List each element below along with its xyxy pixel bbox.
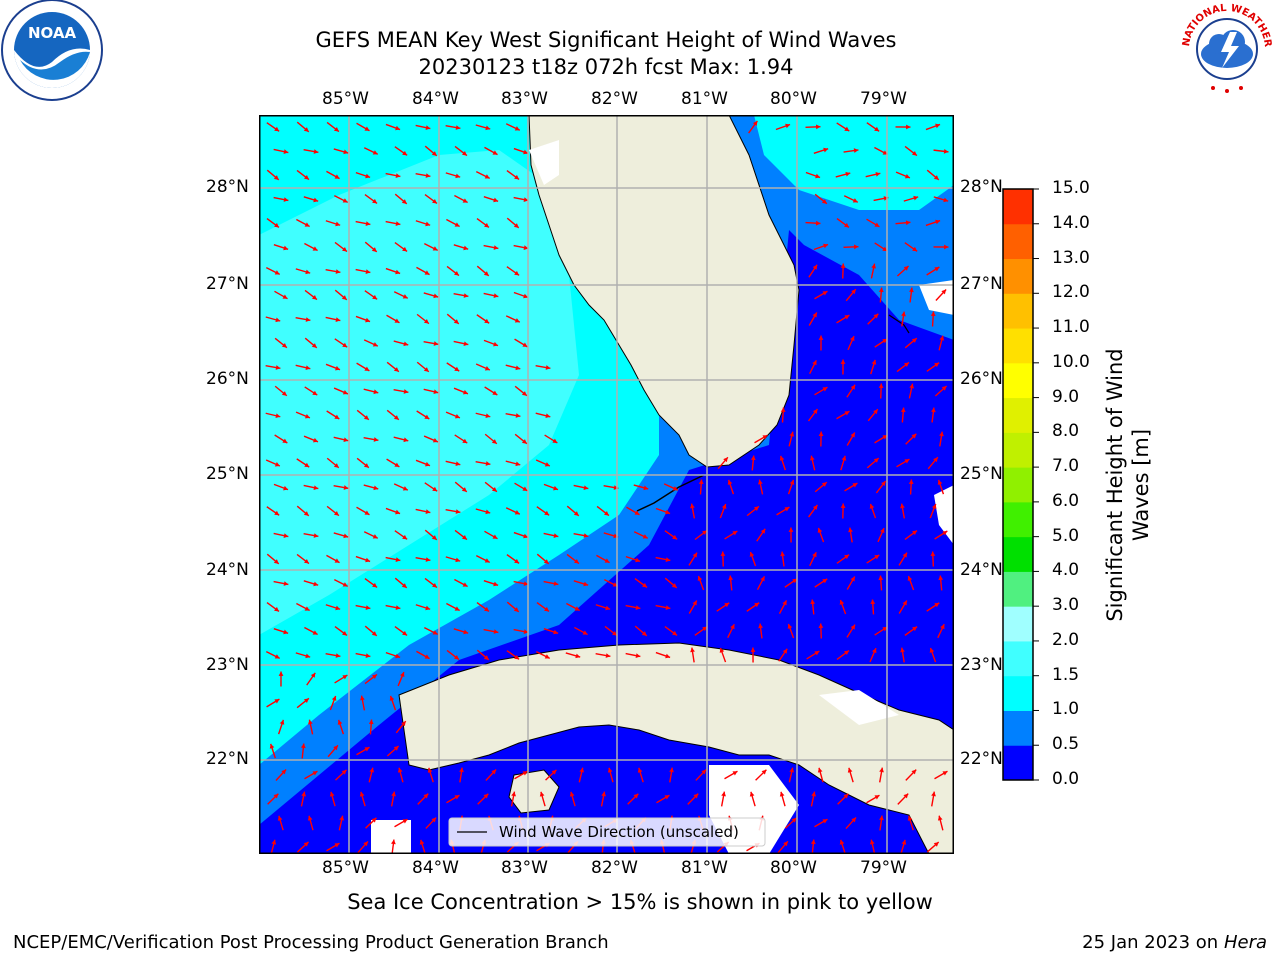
- lat-label: 23°N: [206, 655, 249, 675]
- colorbar-segment: [1003, 501, 1033, 538]
- colorbar-label: Significant Height of Wind Waves [m]: [1103, 348, 1153, 622]
- colorbar-segment: [1003, 258, 1033, 294]
- lon-label: 83°W: [501, 89, 548, 109]
- colorbar-segment: [1003, 397, 1033, 433]
- lat-label: 22°N: [960, 749, 1003, 769]
- map-panel: Wind Wave Direction (unscaled): [259, 115, 954, 854]
- footer-timestamp: 25 Jan 2023 on Hera: [1082, 932, 1267, 953]
- florida-keys: [636, 474, 705, 512]
- lat-label: 25°N: [960, 464, 1003, 484]
- colorbar-segment: [1003, 467, 1033, 503]
- noaa-logo-icon: NOAA: [1, 0, 103, 101]
- colorbar-segment: [1003, 710, 1033, 746]
- colorbar-segment: [1003, 328, 1033, 364]
- lon-label: 80°W: [770, 89, 817, 109]
- nodata-patch: [819, 690, 899, 725]
- colorbar-segment: [1003, 189, 1033, 225]
- colorbar-tick-label: 14.0: [1052, 212, 1090, 233]
- lat-label: 28°N: [960, 177, 1003, 197]
- lat-label: 24°N: [206, 560, 249, 580]
- colorbar-tick-label: 8.0: [1052, 421, 1080, 442]
- lon-label: 80°W: [770, 858, 817, 878]
- wave-band-ne-1.0-1.5: [754, 115, 954, 210]
- colorbar-segment: [1003, 223, 1033, 260]
- noaa-logo-text: NOAA: [28, 24, 77, 42]
- nodata-patch: [934, 485, 954, 545]
- colorbar-segment: [1003, 571, 1033, 607]
- lat-label: 27°N: [960, 274, 1003, 294]
- lon-label: 84°W: [412, 89, 459, 109]
- colorbar-segment: [1003, 640, 1033, 677]
- colorbar-segment: [1003, 362, 1033, 399]
- nodata-patch: [371, 820, 411, 854]
- lat-label: 22°N: [206, 749, 249, 769]
- land-cuba: [398, 642, 954, 854]
- colorbar-tick-label: 13.0: [1052, 247, 1090, 268]
- nodata-patch: [529, 140, 559, 185]
- colorbar-tick-label: 0.0: [1052, 769, 1080, 789]
- lat-label: 24°N: [960, 560, 1003, 580]
- colorbar-segment: [1003, 675, 1033, 711]
- colorbar: [1002, 188, 1039, 781]
- lon-label: 81°W: [681, 89, 728, 109]
- colorbar-segment: [1003, 536, 1033, 572]
- colorbar-tick-label: 2.0: [1052, 629, 1080, 650]
- colorbar-tick-label: 1.5: [1052, 664, 1080, 685]
- nws-logo-icon: NATIONAL WEATHER SERVICE: [1171, 0, 1273, 95]
- plot-title-line2: 20230123 t18z 072h fcst Max: 1.94: [418, 55, 794, 79]
- land-florida: [528, 115, 800, 468]
- lon-label: 82°W: [591, 89, 638, 109]
- colorbar-tick-label: 11.0: [1052, 317, 1090, 338]
- colorbar-tick-label: 15.0: [1052, 178, 1090, 198]
- colorbar-segment: [1003, 606, 1033, 642]
- lon-label: 85°W: [322, 858, 369, 878]
- graticule: [259, 115, 954, 854]
- lon-label: 84°W: [412, 858, 459, 878]
- nws-logo: NATIONAL WEATHER SERVICE: [1171, 0, 1280, 100]
- footer-date: 25 Jan 2023 on: [1082, 932, 1224, 953]
- lon-label: 79°W: [860, 89, 907, 109]
- colorbar-tick-label: 6.0: [1052, 490, 1080, 511]
- lat-label: 23°N: [960, 655, 1003, 675]
- bahamas-coast: [888, 314, 910, 334]
- lon-label: 79°W: [860, 858, 907, 878]
- lat-label: 26°N: [206, 369, 249, 389]
- map-frame: [259, 115, 954, 854]
- lon-label: 81°W: [681, 858, 728, 878]
- footer-branch: NCEP/EMC/Verification Post Processing Pr…: [13, 932, 609, 953]
- colorbar-segment: [1003, 432, 1033, 468]
- lon-label: 85°W: [322, 89, 369, 109]
- lat-label: 26°N: [960, 369, 1003, 389]
- colorbar-segment: [1003, 745, 1033, 781]
- nodata-patch: [919, 280, 954, 315]
- colorbar-tick-label: 1.0: [1052, 699, 1080, 720]
- map-legend: Wind Wave Direction (unscaled): [448, 817, 766, 847]
- lon-label: 82°W: [591, 858, 638, 878]
- land-isle-of-youth: [508, 769, 560, 814]
- footer-host: Hera: [1223, 932, 1267, 953]
- sea-ice-note: Sea Ice Concentration > 15% is shown in …: [347, 890, 933, 914]
- lat-label: 28°N: [206, 177, 249, 197]
- colorbar-tick-label: 5.0: [1052, 525, 1080, 546]
- colorbar-tick-label: 12.0: [1052, 282, 1090, 303]
- colorbar-tick-label: 9.0: [1052, 386, 1080, 407]
- colorbar-tick-label: 0.5: [1052, 734, 1080, 755]
- lat-label: 25°N: [206, 464, 249, 484]
- noaa-logo: NOAA: [0, 0, 110, 110]
- lon-label: 83°W: [501, 858, 548, 878]
- colorbar-tick-label: 3.0: [1052, 595, 1080, 616]
- colorbar-tick-label: 10.0: [1052, 351, 1090, 372]
- lat-label: 27°N: [206, 274, 249, 294]
- plot-title-line1: GEFS MEAN Key West Significant Height of…: [315, 28, 897, 52]
- colorbar-tick-label: 4.0: [1052, 560, 1080, 581]
- legend-label: Wind Wave Direction (unscaled): [499, 823, 739, 841]
- colorbar-tick-label: 7.0: [1052, 456, 1080, 477]
- colorbar-segment: [1003, 293, 1033, 329]
